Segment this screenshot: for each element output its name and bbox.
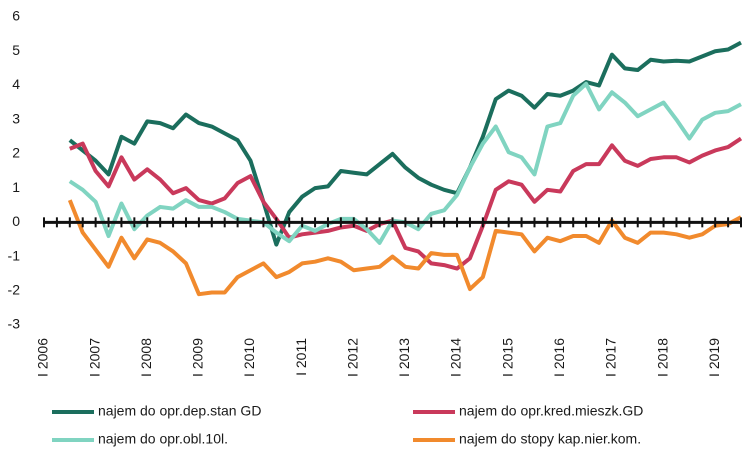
x-tick-label: I 2019 <box>706 338 722 377</box>
x-tick-label: I 2016 <box>551 338 567 377</box>
x-tick-label: I 2015 <box>499 338 515 377</box>
y-tick-label: 0 <box>12 213 20 229</box>
x-tick-label: I 2011 <box>293 338 309 376</box>
x-tick-label: I 2006 <box>35 338 51 377</box>
x-tick-label: I 2017 <box>603 338 619 377</box>
y-tick-label: -1 <box>8 247 21 263</box>
y-tick-label: 1 <box>12 179 20 195</box>
series-line <box>69 136 742 271</box>
y-tick-label: -2 <box>8 281 21 297</box>
series-line <box>68 40 742 247</box>
x-tick-label: I 2013 <box>396 338 412 377</box>
x-tick-label: I 2007 <box>86 338 102 377</box>
x-tick-label: I 2010 <box>241 338 257 377</box>
x-tick-label: I 2012 <box>344 338 360 377</box>
legend-label: najem do opr.kred.mieszk.GD <box>459 403 643 419</box>
y-tick-label: 5 <box>12 42 20 58</box>
y-tick-label: 3 <box>12 110 20 126</box>
x-tick-label: I 2008 <box>138 338 154 377</box>
y-tick-label: 4 <box>12 76 20 92</box>
legend-label: najem do stopy kap.nier.kom. <box>459 431 641 447</box>
series-line <box>67 199 742 297</box>
x-tick-label: I 2009 <box>190 338 206 377</box>
y-tick-label: 2 <box>12 145 20 161</box>
x-tick-label: I 2014 <box>448 338 464 377</box>
legend-label: najem do opr.obl.10l. <box>98 431 228 447</box>
legend-label: najem do opr.dep.stan GD <box>98 403 261 419</box>
y-tick-label: 6 <box>12 8 20 24</box>
y-tick-label: -3 <box>8 316 21 332</box>
x-tick-label: I 2018 <box>654 338 670 377</box>
